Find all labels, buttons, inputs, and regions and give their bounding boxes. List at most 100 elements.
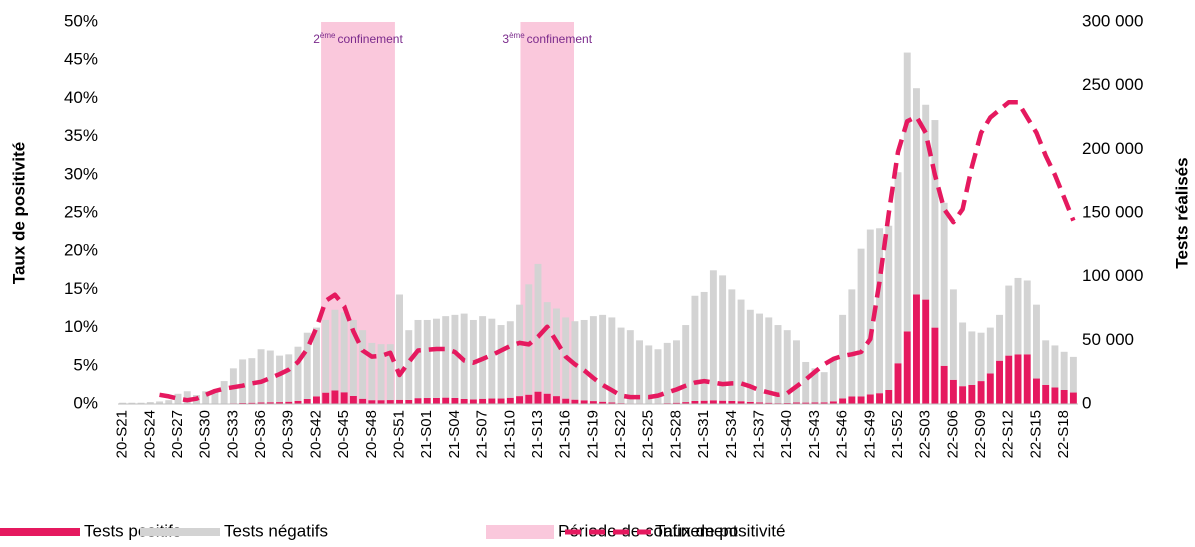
bar: [913, 88, 920, 295]
legend-swatch: [0, 528, 80, 536]
x-tick-label: 22-S03: [917, 410, 934, 458]
bar: [1069, 356, 1077, 393]
y-tick-label: 25%: [64, 202, 98, 221]
bar: [746, 309, 754, 402]
bar: [728, 289, 736, 401]
x-tick-label: 20-S33: [224, 410, 241, 458]
legend-label: Tests négatifs: [224, 521, 328, 540]
bar: [349, 319, 357, 396]
bar: [239, 402, 247, 404]
bar: [1033, 378, 1040, 404]
y-tick-label: 20%: [64, 241, 98, 260]
bar: [266, 402, 274, 404]
x-tick-label: 20-S27: [169, 410, 186, 458]
bar: [285, 354, 293, 402]
bar: [405, 399, 413, 404]
x-tick-label: 21-S22: [612, 410, 629, 458]
bar: [783, 402, 791, 404]
bar: [1005, 285, 1013, 356]
x-tick-label: 20-S48: [363, 410, 380, 458]
bar: [737, 299, 745, 402]
x-tick-label: 21-S40: [778, 410, 795, 458]
y-tick-label: 15%: [64, 279, 98, 298]
bar: [829, 401, 837, 404]
x-tick-label: 22-S15: [1027, 410, 1044, 458]
x-tick-label: 21-S25: [640, 410, 657, 458]
bar: [451, 314, 459, 398]
bar: [414, 319, 422, 399]
bar: [820, 372, 828, 403]
bar: [331, 309, 339, 391]
bar: [451, 397, 459, 404]
bar: [525, 284, 533, 395]
bar: [728, 400, 736, 404]
bar: [396, 294, 403, 400]
label-text: confinement: [337, 32, 403, 46]
bar: [303, 398, 311, 404]
bar: [839, 398, 847, 404]
bar: [1014, 354, 1022, 404]
bar: [903, 331, 911, 404]
y-axis-title: Taux de positivité: [9, 142, 28, 284]
bar: [553, 308, 560, 397]
x-tick-label: 20-S45: [335, 410, 352, 458]
bar: [793, 402, 800, 404]
bar: [793, 340, 800, 403]
x-tick-label: 22-S12: [1000, 410, 1017, 458]
x-tick-label: 21-S04: [446, 410, 463, 458]
bar: [691, 295, 699, 401]
y-tick-label: 10%: [64, 317, 98, 336]
bar: [709, 270, 717, 401]
bar: [322, 392, 330, 404]
bar: [709, 400, 717, 404]
bar: [636, 340, 643, 404]
bar: [562, 398, 570, 404]
confinement-label: 2ème confinement: [313, 31, 403, 46]
x-tick-label: 21-S31: [695, 410, 712, 458]
bar: [811, 402, 819, 404]
y2-tick-label: 0: [1082, 393, 1091, 412]
bar: [331, 390, 339, 404]
bar: [839, 314, 847, 399]
bar: [211, 389, 219, 404]
x-tick-label: 21-S37: [751, 410, 768, 458]
x-tick-label: 20-S36: [252, 410, 269, 458]
legend-swatch: [486, 525, 554, 539]
bar: [866, 229, 874, 395]
bar: [506, 321, 514, 398]
bar: [423, 319, 431, 399]
y2-tick-label: 100 000: [1082, 266, 1143, 285]
bar: [313, 327, 320, 397]
bar: [396, 399, 403, 404]
x-tick-label: 21-S19: [584, 410, 601, 458]
bar: [654, 349, 662, 404]
bar: [488, 318, 496, 399]
y-tick-label: 45%: [64, 50, 98, 69]
bar: [469, 399, 477, 404]
bar: [368, 400, 376, 404]
bar: [405, 330, 413, 400]
bar: [691, 400, 699, 404]
x-tick-label: 20-S21: [114, 410, 131, 458]
x-tick-label: 21-S52: [889, 410, 906, 458]
x-tick-label: 21-S49: [861, 410, 878, 458]
bar: [663, 342, 671, 404]
y-tick-label: 30%: [64, 164, 98, 183]
rate-line: [159, 99, 1076, 403]
y-tick-label: 5%: [73, 355, 98, 374]
x-tick-label: 20-S39: [280, 410, 297, 458]
bar: [885, 225, 893, 390]
bar: [506, 397, 514, 404]
y-tick-label: 35%: [64, 126, 98, 145]
bar: [700, 291, 708, 401]
bar: [294, 346, 302, 401]
bar: [534, 263, 542, 392]
bar: [460, 398, 468, 404]
bar: [322, 319, 330, 393]
confinement-label: 3ème confinement: [502, 31, 592, 46]
x-tick-label: 22-S06: [944, 410, 961, 458]
bar: [848, 396, 856, 404]
x-tick-label: 21-S28: [667, 410, 684, 458]
bar: [608, 317, 616, 403]
